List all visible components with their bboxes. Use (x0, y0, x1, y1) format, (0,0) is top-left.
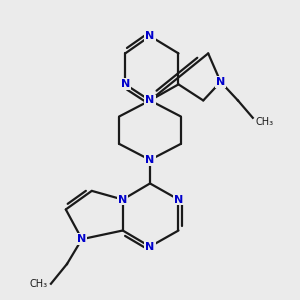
Text: CH₃: CH₃ (29, 279, 47, 289)
Text: N: N (146, 155, 154, 165)
Text: N: N (146, 95, 154, 106)
Text: N: N (146, 242, 154, 252)
Text: N: N (174, 194, 183, 205)
Text: N: N (216, 77, 225, 87)
Text: N: N (77, 234, 86, 244)
Text: N: N (121, 80, 130, 89)
Text: N: N (146, 95, 154, 106)
Text: N: N (146, 31, 154, 41)
Text: N: N (118, 194, 128, 205)
Text: CH₃: CH₃ (255, 116, 273, 127)
